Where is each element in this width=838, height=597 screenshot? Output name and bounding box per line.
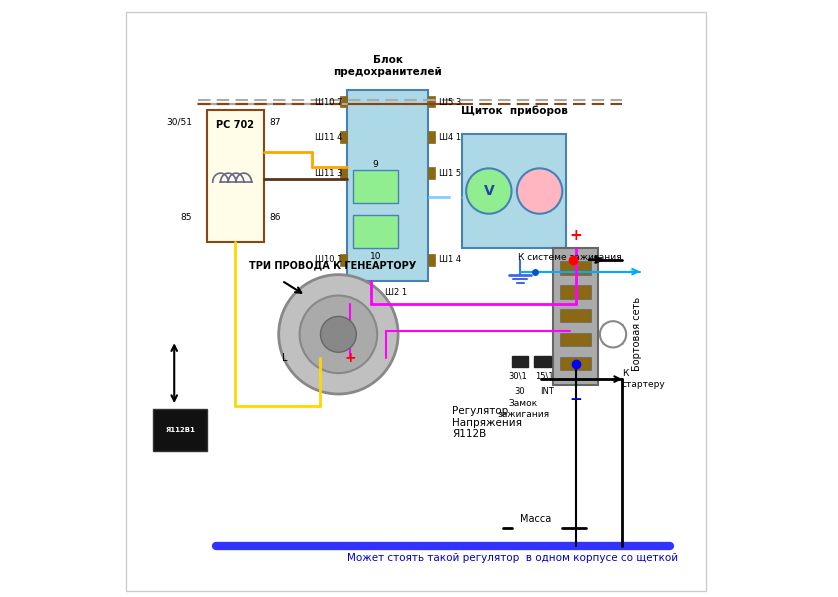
- FancyBboxPatch shape: [136, 448, 213, 519]
- Text: 86: 86: [270, 213, 282, 223]
- Text: Ш4 1: Ш4 1: [438, 133, 461, 142]
- Text: Может стоять такой регулятор  в одном корпусе со щеткой: Может стоять такой регулятор в одном кор…: [348, 553, 679, 563]
- Text: Ш5 3: Ш5 3: [438, 98, 461, 107]
- Bar: [428, 131, 435, 143]
- Bar: [354, 215, 398, 248]
- Text: Ш11 4: Ш11 4: [314, 133, 342, 142]
- Text: РС 702: РС 702: [216, 121, 255, 130]
- Text: +: +: [344, 351, 356, 365]
- Text: −: −: [569, 392, 582, 408]
- Text: К системе зажигания: К системе зажигания: [519, 253, 622, 263]
- Circle shape: [279, 275, 398, 394]
- FancyBboxPatch shape: [150, 298, 264, 418]
- Circle shape: [600, 321, 626, 347]
- Bar: [511, 356, 528, 367]
- Bar: [340, 167, 348, 179]
- Text: Масса: Масса: [520, 515, 551, 524]
- Text: 30\1: 30\1: [509, 371, 527, 381]
- Text: Ш2 1: Ш2 1: [385, 288, 406, 297]
- Text: L: L: [282, 353, 287, 363]
- Text: Ш10 7: Ш10 7: [314, 98, 342, 107]
- Bar: [553, 248, 598, 385]
- Circle shape: [466, 168, 511, 214]
- Text: 85: 85: [181, 213, 192, 223]
- Bar: [561, 261, 591, 275]
- Bar: [348, 90, 428, 281]
- Bar: [428, 96, 435, 107]
- Text: Замок
зажигания: Замок зажигания: [498, 399, 550, 418]
- Text: К
стартеру: К стартеру: [622, 370, 665, 389]
- Text: Блок
предохранителей: Блок предохранителей: [334, 55, 442, 76]
- Bar: [561, 333, 591, 346]
- Text: Щиток  приборов: Щиток приборов: [461, 105, 567, 116]
- Bar: [561, 357, 591, 370]
- Text: Ш10 1: Ш10 1: [314, 255, 342, 264]
- Bar: [153, 409, 207, 451]
- Text: 15\1: 15\1: [535, 371, 554, 381]
- Bar: [340, 131, 348, 143]
- Text: Регулятор
Напряжения
Я112В: Регулятор Напряжения Я112В: [452, 406, 522, 439]
- Bar: [428, 254, 435, 266]
- Bar: [462, 134, 566, 248]
- Bar: [207, 110, 264, 242]
- Text: Ш11 3: Ш11 3: [314, 168, 342, 178]
- Bar: [561, 285, 591, 298]
- Text: 10: 10: [370, 252, 381, 261]
- Text: Бортовая сеть: Бортовая сеть: [632, 297, 642, 371]
- Circle shape: [300, 296, 377, 373]
- Text: Ш1 5: Ш1 5: [438, 168, 461, 178]
- Text: +: +: [569, 228, 582, 244]
- Text: 87: 87: [270, 118, 282, 127]
- Bar: [340, 254, 348, 266]
- Text: ТРИ ПРОВОДА К ГЕНЕАРТОРУ: ТРИ ПРОВОДА К ГЕНЕАРТОРУ: [249, 261, 416, 270]
- Bar: [354, 170, 398, 203]
- Bar: [428, 167, 435, 179]
- Bar: [561, 309, 591, 322]
- Text: V: V: [484, 184, 494, 198]
- Bar: [534, 356, 551, 367]
- Circle shape: [320, 316, 356, 352]
- Text: INT: INT: [541, 386, 554, 396]
- Text: 9: 9: [373, 159, 379, 169]
- Text: Я112В1: Я112В1: [165, 427, 195, 433]
- Text: 30: 30: [515, 386, 525, 396]
- Text: 30/51: 30/51: [166, 118, 192, 127]
- Circle shape: [517, 168, 562, 214]
- Bar: [340, 96, 348, 107]
- Text: Ш1 4: Ш1 4: [438, 255, 461, 264]
